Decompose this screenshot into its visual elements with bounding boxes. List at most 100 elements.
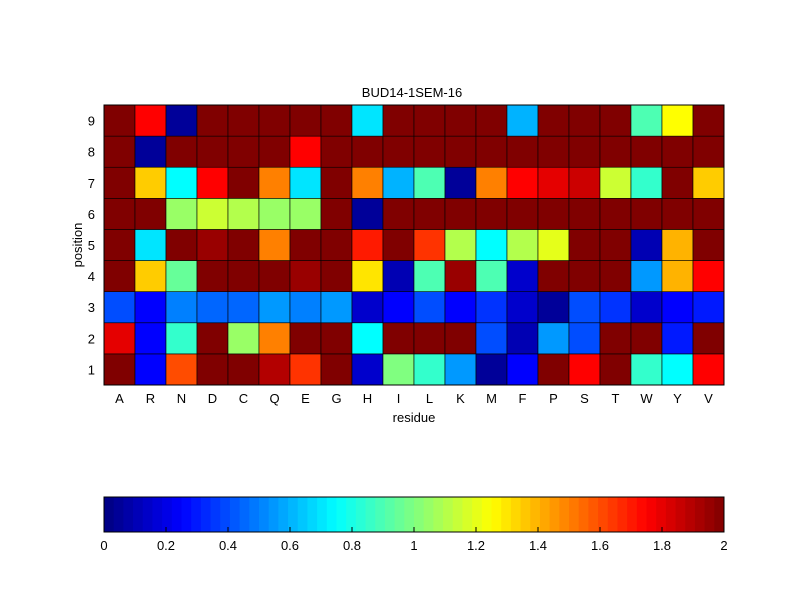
heatmap-cell	[351, 291, 384, 324]
heatmap-cell	[413, 198, 446, 230]
heatmap-cell	[227, 135, 260, 168]
heatmap-cell	[630, 166, 663, 199]
colorbar-swatch	[181, 497, 192, 532]
heatmap-cell	[475, 135, 508, 168]
heatmap-cell	[165, 353, 198, 386]
colorbar-swatch	[210, 497, 221, 532]
heatmap-cell	[103, 260, 136, 292]
heatmap-cell	[382, 260, 415, 292]
heatmap-cell	[103, 135, 136, 168]
heatmap-cell	[506, 166, 539, 199]
heatmap-cell	[630, 229, 663, 261]
heatmap-cell	[289, 166, 322, 199]
heatmap-cell	[258, 104, 291, 137]
heatmap-cell	[413, 104, 446, 137]
heatmap-cell	[506, 229, 539, 261]
heatmap-cell	[568, 322, 601, 355]
colorbar-tick-label: 1.2	[467, 538, 485, 553]
heatmap-cell	[382, 104, 415, 137]
plot-frame	[103, 104, 725, 386]
heatmap-cell	[134, 166, 167, 199]
heatmap-cell	[134, 135, 167, 168]
heatmap-cell	[289, 260, 322, 292]
y-axis-label: position	[70, 223, 85, 268]
x-tick-label: L	[426, 391, 433, 406]
heatmap-cell	[134, 260, 167, 292]
colorbar-swatch	[133, 497, 144, 532]
heatmap-cell	[537, 291, 570, 324]
colorbar-tick-label: 1	[410, 538, 417, 553]
heatmap-cell	[165, 104, 198, 137]
heatmap-cell	[382, 229, 415, 261]
heatmap-cell	[103, 229, 136, 261]
colorbar-swatch	[268, 497, 279, 532]
colorbar-swatch	[646, 497, 657, 532]
heatmap-cell	[196, 229, 229, 261]
y-tick-label: 9	[88, 114, 95, 129]
colorbar-tick-label: 0.6	[281, 538, 299, 553]
heatmap-cell	[537, 104, 570, 137]
heatmap-cell	[568, 260, 601, 292]
colorbar-swatch	[326, 497, 337, 532]
heatmap-cell	[568, 198, 601, 230]
colorbar-tick-label: 2	[720, 538, 727, 553]
x-tick-label: N	[177, 391, 186, 406]
heatmap-cell	[599, 353, 632, 386]
heatmap-cell	[506, 135, 539, 168]
colorbar-swatch	[239, 497, 250, 532]
heatmap-cell	[475, 291, 508, 324]
heatmap-cell	[351, 322, 384, 355]
heatmap-cell	[227, 104, 260, 137]
heatmap-cell	[568, 104, 601, 137]
heatmap-cell	[413, 291, 446, 324]
colorbar-swatch	[598, 497, 609, 532]
heatmap-cell	[444, 353, 477, 386]
heatmap-cell	[351, 104, 384, 137]
heatmap-cell	[506, 353, 539, 386]
heatmap-cell	[661, 198, 694, 230]
colorbar-swatch	[462, 497, 473, 532]
heatmap-cell	[320, 229, 353, 261]
heatmap-cell	[320, 322, 353, 355]
heatmap-cell	[630, 104, 663, 137]
heatmap-cell	[599, 135, 632, 168]
heatmap-cell	[692, 198, 725, 230]
y-tick-label: 5	[88, 238, 95, 253]
colorbar-swatch	[249, 497, 260, 532]
heatmap-cell	[692, 135, 725, 168]
y-tick-label: 3	[88, 300, 95, 315]
heatmap-cell	[196, 166, 229, 199]
colorbar-swatch	[569, 497, 580, 532]
heatmap-cell	[537, 198, 570, 230]
colorbar-swatch	[317, 497, 328, 532]
heatmap-cell	[692, 166, 725, 199]
heatmap-cell	[351, 260, 384, 292]
heatmap-cell	[134, 322, 167, 355]
heatmap-cell	[506, 260, 539, 292]
heatmap-cell	[103, 104, 136, 137]
heatmap-cell	[382, 322, 415, 355]
heatmap-cells	[103, 104, 725, 386]
heatmap-cell	[320, 135, 353, 168]
heatmap-cell	[599, 166, 632, 199]
heatmap-cell	[475, 229, 508, 261]
heatmap-cell	[165, 322, 198, 355]
heatmap-cell	[227, 166, 260, 199]
heatmap-cell	[103, 322, 136, 355]
heatmap-cell	[413, 229, 446, 261]
x-tick-label: Q	[269, 391, 279, 406]
heatmap-cell	[103, 291, 136, 324]
x-tick-label: S	[580, 391, 589, 406]
colorbar-swatch	[617, 497, 628, 532]
colorbar-swatch	[404, 497, 415, 532]
heatmap-cell	[537, 260, 570, 292]
heatmap-cell	[289, 353, 322, 386]
colorbar-swatch	[278, 497, 289, 532]
colorbar-swatch	[375, 497, 386, 532]
heatmap-cell	[289, 135, 322, 168]
heatmap-cell	[475, 166, 508, 199]
colorbar-tick-label: 1.4	[529, 538, 547, 553]
heatmap-cell	[351, 166, 384, 199]
x-tick-label: P	[549, 391, 558, 406]
